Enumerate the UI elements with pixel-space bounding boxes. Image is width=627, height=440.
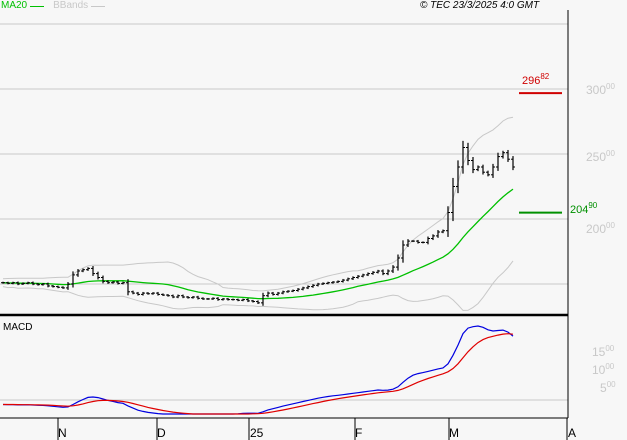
y-tick-200: 20000 [586, 221, 615, 237]
macd-tick-5: 500 [600, 380, 616, 396]
macd-line [2, 325, 514, 415]
support-label: 20490 [570, 201, 598, 217]
copyright: © TEC 23/3/2025 4:0 GMT [420, 0, 540, 11]
x-tick-nov: N [58, 426, 67, 440]
signal-line [3, 333, 514, 415]
macd-tick-10: 1000 [592, 362, 615, 378]
legend-bbands-swatch [91, 5, 106, 7]
y-tick-250: 25000 [586, 149, 615, 165]
resistance-label: 29682 [522, 72, 550, 88]
legend-bbands: BBands [53, 0, 89, 11]
legend-ma20: MA20 [1, 0, 28, 11]
y-tick-300: 30000 [586, 82, 615, 98]
legend: MA20 BBands [1, 0, 111, 12]
macd-tick-15: 1500 [592, 344, 615, 360]
x-tick-2025: 25 [250, 426, 264, 440]
x-tick-apr: A [568, 426, 577, 440]
macd-title: MACD [3, 322, 33, 333]
bband-upper-line [2, 116, 514, 292]
bband-lower-line [2, 260, 514, 311]
x-tick-feb: F [355, 426, 363, 440]
ma20-line [2, 188, 514, 300]
x-tick-dec: D [157, 426, 166, 440]
x-tick-mar: M [449, 426, 459, 440]
legend-ma20-swatch [30, 5, 45, 7]
